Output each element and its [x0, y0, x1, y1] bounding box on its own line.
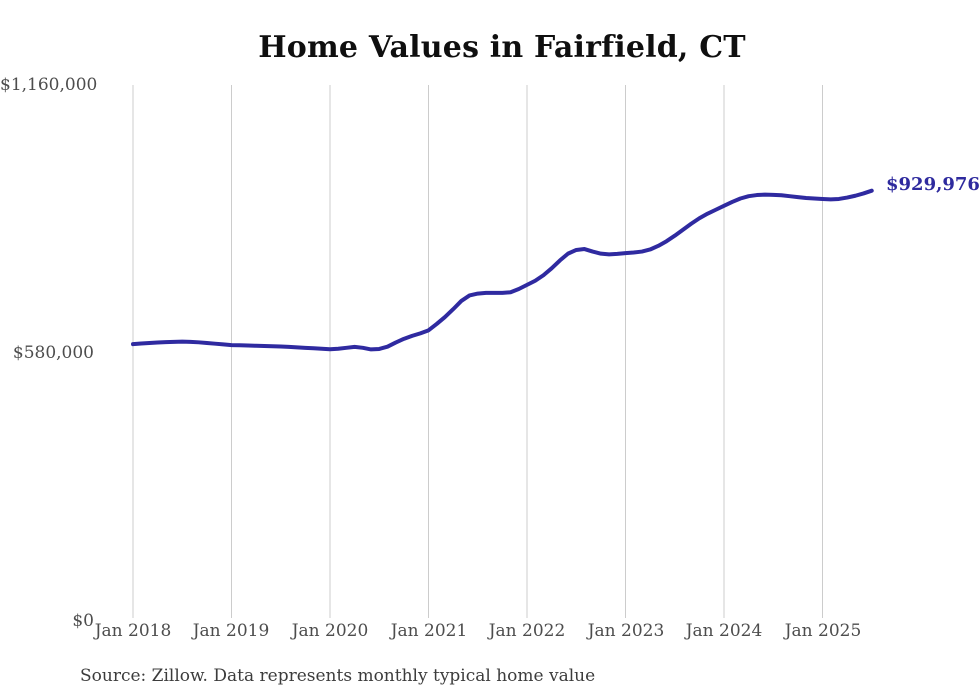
y-tick-label-580000: $580,000: [12, 343, 94, 363]
y-tick-label-0: $0: [72, 611, 94, 631]
home-value-line: [131, 188, 874, 352]
gridlines: [132, 85, 823, 618]
x-tick-label-jan-2024: Jan 2024: [685, 621, 763, 641]
chart-title: Home Values in Fairfield, CT: [258, 30, 746, 65]
latest-value-label: $929,976: [886, 174, 980, 195]
x-tick-label-jan-2018: Jan 2018: [94, 621, 172, 641]
x-tick-label-jan-2021: Jan 2021: [390, 621, 468, 641]
x-tick-label-jan-2023: Jan 2023: [587, 621, 665, 641]
x-tick-label-jan-2020: Jan 2020: [291, 621, 369, 641]
x-tick-label-jan-2022: Jan 2022: [488, 621, 566, 641]
y-tick-label-1160000: $1,160,000: [0, 75, 98, 95]
source-note: Source: Zillow. Data represents monthly …: [80, 666, 596, 686]
x-tick-label-jan-2025: Jan 2025: [784, 621, 862, 641]
x-tick-label-jan-2019: Jan 2019: [192, 621, 270, 641]
